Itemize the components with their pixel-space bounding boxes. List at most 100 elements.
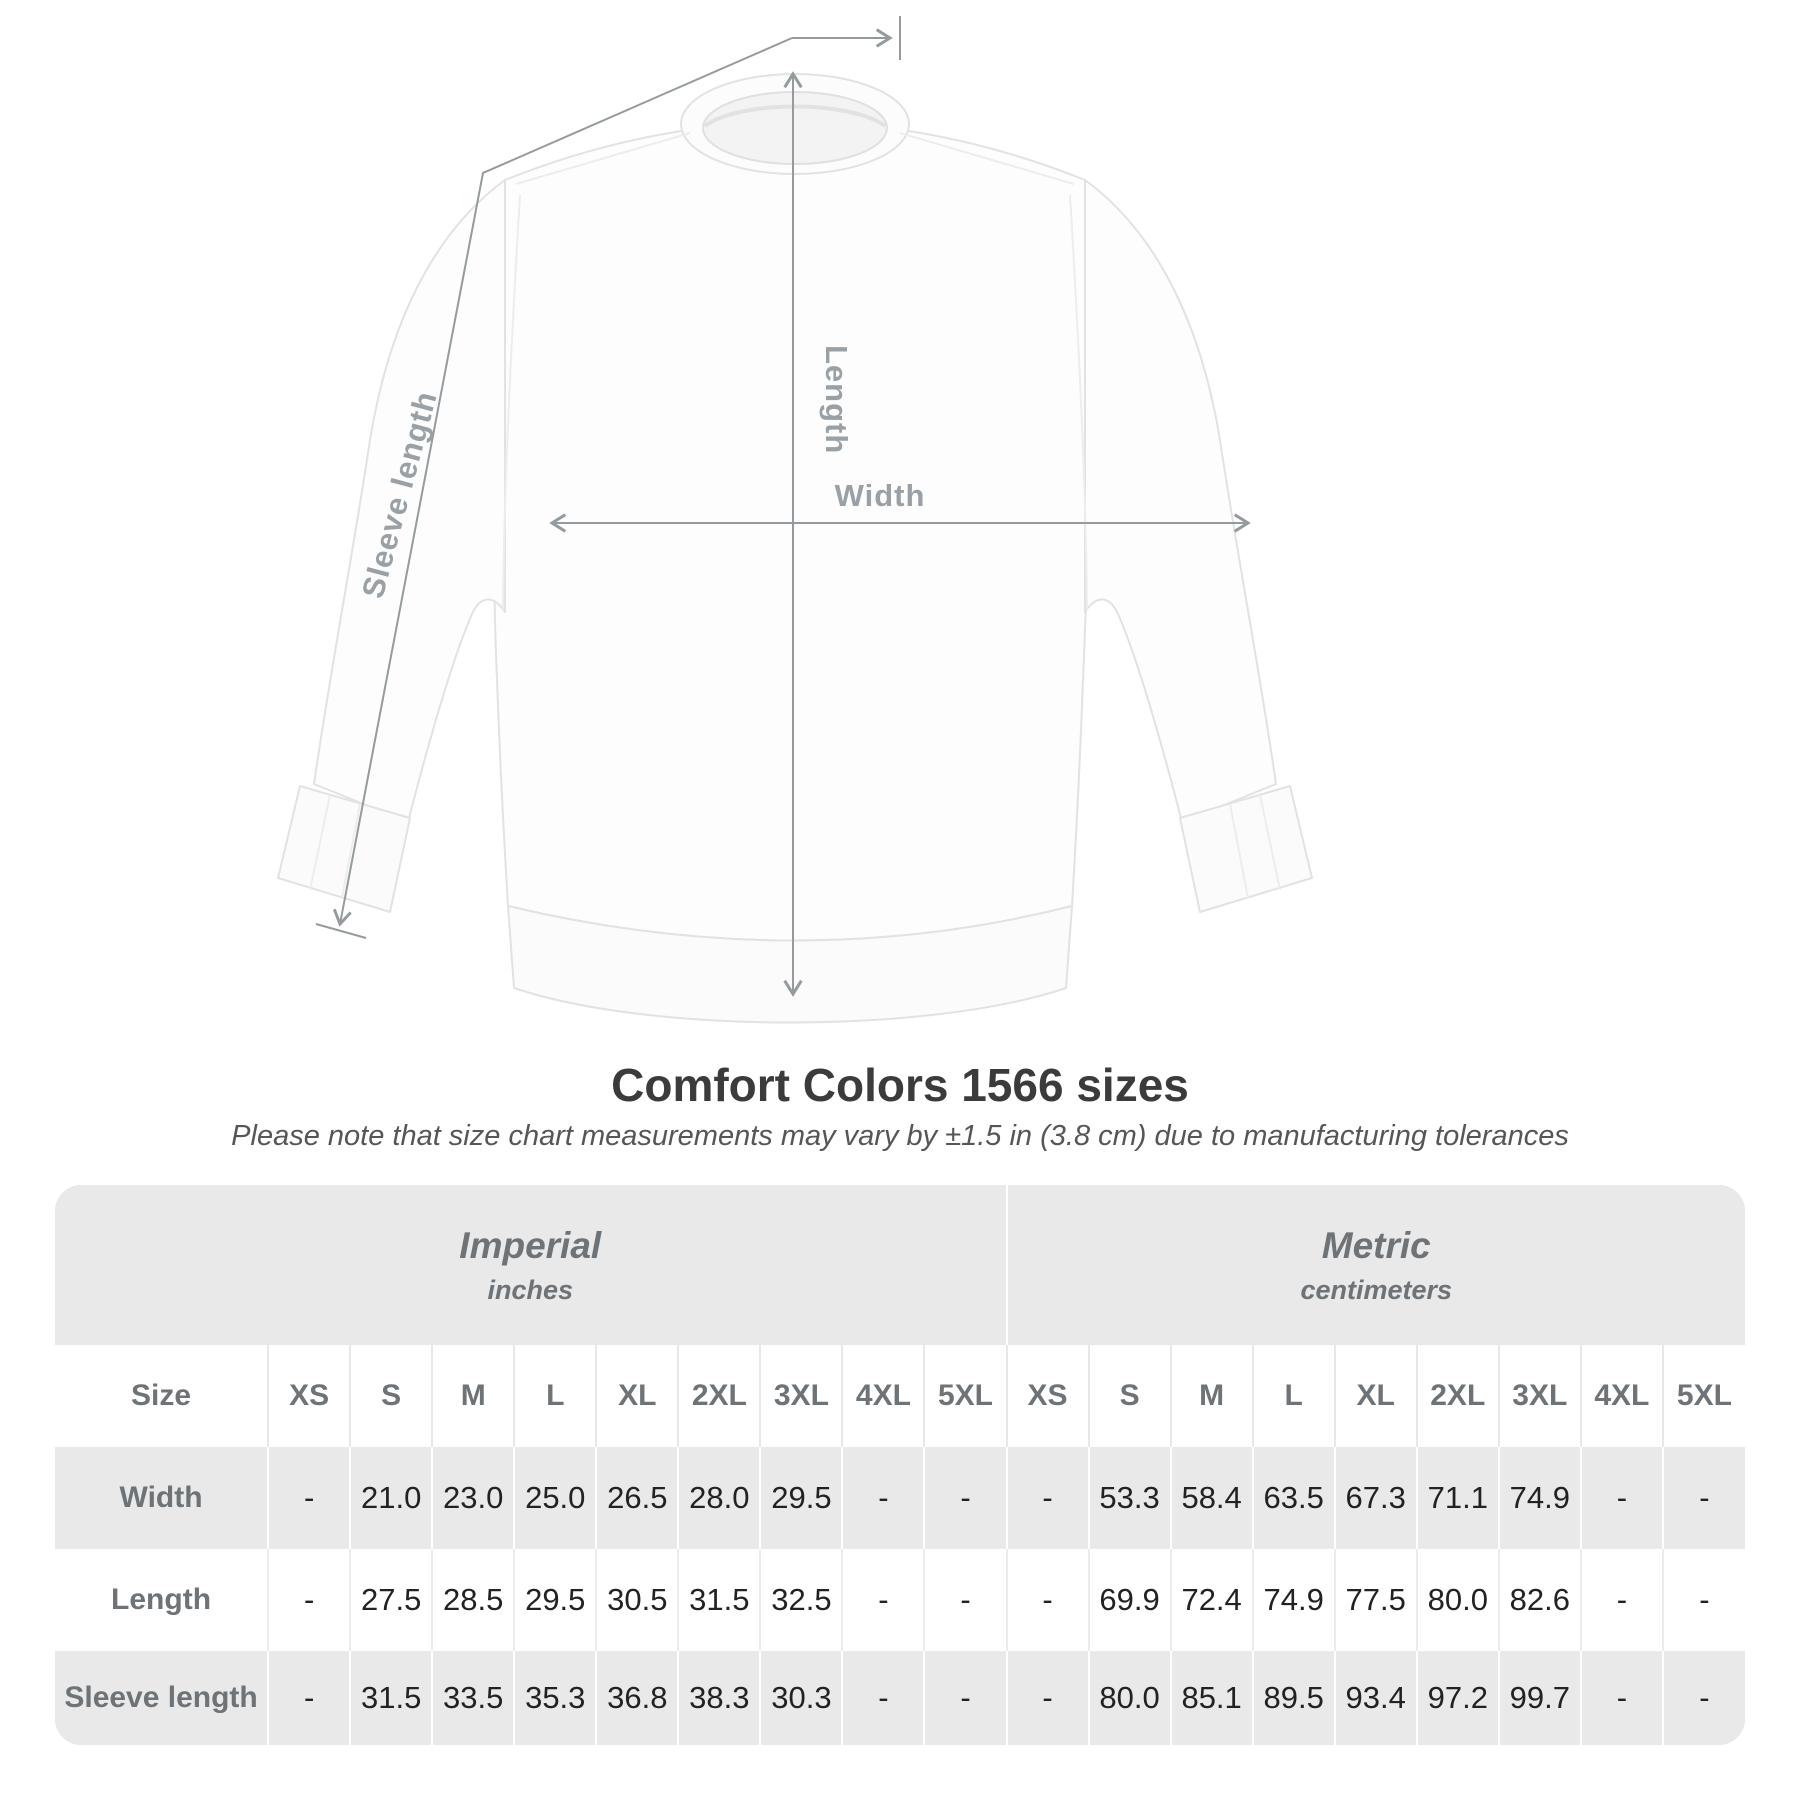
size-header-cell: 5XL <box>1661 1345 1745 1447</box>
sweatshirt-right-sleeve <box>1084 179 1277 823</box>
value-cell: 31.5 <box>349 1651 433 1745</box>
measurement-row: Width -21.0 23.0 25.0 26.5 28.0 29.5- - -53.3 58.… <box>55 1447 1745 1549</box>
size-header-cell: XL <box>595 1345 679 1447</box>
value-cell: 25.0 <box>513 1447 597 1549</box>
value-cell: 33.5 <box>431 1651 515 1745</box>
value-cell: - <box>267 1549 351 1651</box>
tolerance-note: Please note that size chart measurements… <box>231 1120 1569 1152</box>
sweatshirt-illustration <box>277 73 1313 1024</box>
row-label: Sleeve length <box>64 1681 258 1714</box>
unit-group-imperial: Imperial inches <box>55 1185 1007 1345</box>
value-cell: - <box>841 1447 925 1549</box>
size-header-cell: S <box>1087 1345 1171 1447</box>
value-cell: 29.5 <box>513 1549 597 1651</box>
size-header-cell: 3XL <box>1497 1345 1581 1447</box>
value-cell: 97.2 <box>1415 1651 1499 1745</box>
value-cell: 31.5 <box>677 1549 761 1651</box>
size-header-cell: 2XL <box>1415 1345 1499 1447</box>
row-label: Width <box>119 1481 203 1514</box>
sleeve-bottom-tick <box>315 923 367 939</box>
size-header-cell: XL <box>1333 1345 1417 1447</box>
row-label: Length <box>111 1583 212 1616</box>
value-cell: 80.0 <box>1087 1651 1171 1745</box>
size-header-row: Size XS S M L XL 2XL 3XL 4XL 5XL XS S M L XL 2XL 3XL 4XL 5… <box>55 1345 1745 1447</box>
size-header-cell: XS <box>1005 1345 1089 1447</box>
value-cell: - <box>1661 1549 1745 1651</box>
size-table-container: Imperial inches Metric centimeters Size XS S M… <box>55 1185 1745 1745</box>
value-cell: 74.9 <box>1251 1549 1335 1651</box>
value-cell: - <box>1579 1651 1663 1745</box>
unit-group-subtitle: inches <box>487 1274 574 1305</box>
unit-group-metric: Metric centimeters <box>1005 1185 1745 1345</box>
value-cell: 77.5 <box>1333 1549 1417 1651</box>
value-cell: 93.4 <box>1333 1651 1417 1745</box>
value-cell: - <box>1579 1447 1663 1549</box>
value-cell: 26.5 <box>595 1447 679 1549</box>
size-header-cell: 4XL <box>841 1345 925 1447</box>
size-header-cell: 2XL <box>677 1345 761 1447</box>
value-cell: - <box>923 1651 1007 1745</box>
value-cell: 72.4 <box>1169 1549 1253 1651</box>
value-cell: - <box>1661 1447 1745 1549</box>
value-cell: 71.1 <box>1415 1447 1499 1549</box>
value-cell: 27.5 <box>349 1549 433 1651</box>
size-header-cell: L <box>513 1345 597 1447</box>
value-cell: - <box>841 1549 925 1651</box>
value-cell: - <box>267 1447 351 1549</box>
value-cell: 35.3 <box>513 1651 597 1745</box>
measurement-lines <box>315 16 1251 997</box>
size-header-cell: 5XL <box>923 1345 1007 1447</box>
size-header-cell: M <box>431 1345 515 1447</box>
value-cell: 32.5 <box>759 1549 843 1651</box>
value-cell: 85.1 <box>1169 1651 1253 1745</box>
size-header-cell: 3XL <box>759 1345 843 1447</box>
value-cell: 80.0 <box>1415 1549 1499 1651</box>
value-cell: 89.5 <box>1251 1651 1335 1745</box>
sweatshirt-collar-inner <box>702 91 888 165</box>
size-table-body: Width -21.0 23.0 25.0 26.5 28.0 29.5- - -53.3 58.… <box>55 1447 1745 1745</box>
size-header-cell: L <box>1251 1345 1335 1447</box>
value-cell: 53.3 <box>1087 1447 1171 1549</box>
measurement-row: Length -27.5 28.5 29.5 30.5 31.5 32.5- - -69.9 72… <box>55 1549 1745 1651</box>
value-cell: - <box>1579 1549 1663 1651</box>
sweatshirt-left-sleeve <box>313 179 506 823</box>
size-header-cell: XS <box>267 1345 351 1447</box>
value-cell: 30.3 <box>759 1651 843 1745</box>
unit-group-title: Metric <box>1321 1224 1431 1266</box>
value-cell: 58.4 <box>1169 1447 1253 1549</box>
sleeve-length-arrow <box>332 37 793 927</box>
page-title: Comfort Colors 1566 sizes <box>611 1059 1189 1111</box>
value-cell: - <box>1005 1549 1089 1651</box>
value-cell: 30.5 <box>595 1549 679 1651</box>
value-cell: 21.0 <box>349 1447 433 1549</box>
value-cell: 74.9 <box>1497 1447 1581 1549</box>
value-cell: - <box>1005 1447 1089 1549</box>
value-cell: 38.3 <box>677 1651 761 1745</box>
value-cell: 63.5 <box>1251 1447 1335 1549</box>
value-cell: 28.0 <box>677 1447 761 1549</box>
value-cell: - <box>1005 1651 1089 1745</box>
value-cell: - <box>1661 1651 1745 1745</box>
value-cell: - <box>841 1651 925 1745</box>
length-label: Length <box>819 345 854 454</box>
size-header-cell: M <box>1169 1345 1253 1447</box>
value-cell: - <box>267 1651 351 1745</box>
size-column-header: Size <box>131 1379 192 1412</box>
sweatshirt-seams <box>309 132 1281 899</box>
measurement-row: Sleeve length -31.5 33.5 35.3 36.8 38.3 30.3- -… <box>55 1651 1745 1745</box>
value-cell: 23.0 <box>431 1447 515 1549</box>
unit-group-title: Imperial <box>459 1224 602 1266</box>
width-label: Width <box>835 478 926 513</box>
unit-group-row: Imperial inches Metric centimeters <box>55 1185 1745 1345</box>
value-cell: 36.8 <box>595 1651 679 1745</box>
value-cell: 99.7 <box>1497 1651 1581 1745</box>
size-header-cell: S <box>349 1345 433 1447</box>
value-cell: 82.6 <box>1497 1549 1581 1651</box>
sweatshirt-diagram: Length Width Sleeve length <box>277 16 1313 1024</box>
value-cell: 28.5 <box>431 1549 515 1651</box>
unit-group-subtitle: centimeters <box>1300 1274 1453 1305</box>
value-cell: - <box>923 1447 1007 1549</box>
value-cell: 29.5 <box>759 1447 843 1549</box>
value-cell: - <box>923 1549 1007 1651</box>
